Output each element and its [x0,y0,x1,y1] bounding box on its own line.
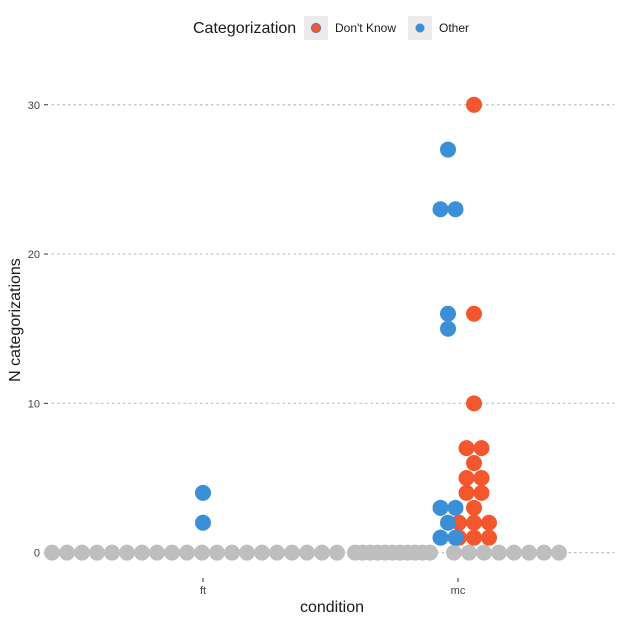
zero-dot-13 [239,544,255,561]
zero-dot-30 [422,544,438,561]
y-tick-label-10: 10 [28,398,40,410]
y-axis-title: N categorizations [7,258,24,382]
zero-dot-32 [461,544,477,561]
dot-don-t-know-mc-16-0 [466,305,482,322]
dot-other-mc-1-1 [447,529,464,546]
legend-title: Categorization [193,20,296,37]
x-tick-label-ft: ft [200,585,206,597]
zero-dot-12 [224,544,240,561]
zero-dot-8 [164,544,180,561]
zero-dot-14 [254,544,270,561]
dot-don-t-know-mc-1-1 [466,529,482,546]
dot-other-ft-2-0 [195,514,211,531]
zero-dot-9 [179,544,195,561]
dot-other-mc-27-0 [440,141,456,158]
zero-dot-4 [104,544,120,561]
dot-don-t-know-mc-6-0 [466,455,482,472]
zero-dot-18 [314,544,330,561]
zero-dot-34 [491,544,507,561]
dot-don-t-know-mc-5-1 [473,469,490,486]
zero-dots [44,544,567,561]
zero-dot-38 [551,544,567,561]
dot-other-mc-2-0 [440,514,456,531]
dot-don-t-know-mc-5-0 [458,469,475,486]
legend-label-other: Other [439,21,469,35]
zero-dot-17 [299,544,315,561]
dot-other-mc-1-0 [432,529,449,546]
dot-don-t-know-mc-2-2 [481,514,497,531]
zero-dot-10 [194,544,210,561]
zero-dot-15 [269,544,285,561]
dot-don-t-know-mc-30-0 [466,96,482,113]
zero-dot-5 [119,544,135,561]
zero-dot-31 [446,544,462,561]
zero-dot-19 [329,544,345,561]
y-tick-label-20: 20 [28,249,40,261]
dot-don-t-know-mc-2-0 [451,514,467,531]
dot-other-ft-4-0 [195,484,211,501]
gridlines [51,104,615,554]
y-tick-label-0: 0 [34,548,40,560]
zero-dot-2 [74,544,90,561]
x-axis-title: condition [300,599,364,616]
dot-don-t-know-mc-10-0 [466,395,482,412]
dot-other-mc-16-0 [440,305,456,322]
zero-dot-37 [536,544,552,561]
legend-key-dont-know [310,22,322,34]
legend: Categorization Don't Know Other [193,16,469,40]
dot-other-mc-15-0 [440,320,456,337]
dot-other-mc-3-1 [447,499,464,516]
zero-dot-33 [476,544,492,561]
legend-key-other [415,23,425,33]
dot-don-t-know-mc-2-1 [466,514,482,531]
zero-dot-6 [134,544,150,561]
y-axis-ticks: 0 10 20 30 [28,100,48,560]
x-tick-label-mc: mc [451,585,466,597]
zero-dot-7 [149,544,165,561]
zero-dot-35 [506,544,522,561]
zero-dot-0 [44,544,60,561]
series-dots [195,96,497,546]
dot-other-mc-23-1 [447,201,464,218]
dot-other-mc-23-0 [432,201,449,218]
y-tick-label-30: 30 [28,100,40,112]
dot-don-t-know-mc-1-2 [481,529,497,546]
dot-don-t-know-mc-4-0 [458,484,475,501]
zero-dot-3 [89,544,105,561]
x-axis-ticks: ft mc [200,578,466,597]
legend-label-dont-know: Don't Know [335,21,396,35]
zero-dot-1 [59,544,75,561]
dot-don-t-know-mc-7-1 [473,440,490,457]
zero-dot-11 [209,544,225,561]
dot-don-t-know-mc-3-0 [466,499,482,516]
dot-don-t-know-mc-4-1 [473,484,490,501]
dot-other-mc-3-0 [432,499,449,516]
dot-don-t-know-mc-7-0 [458,440,475,457]
zero-dot-16 [284,544,300,561]
zero-dot-36 [521,544,537,561]
